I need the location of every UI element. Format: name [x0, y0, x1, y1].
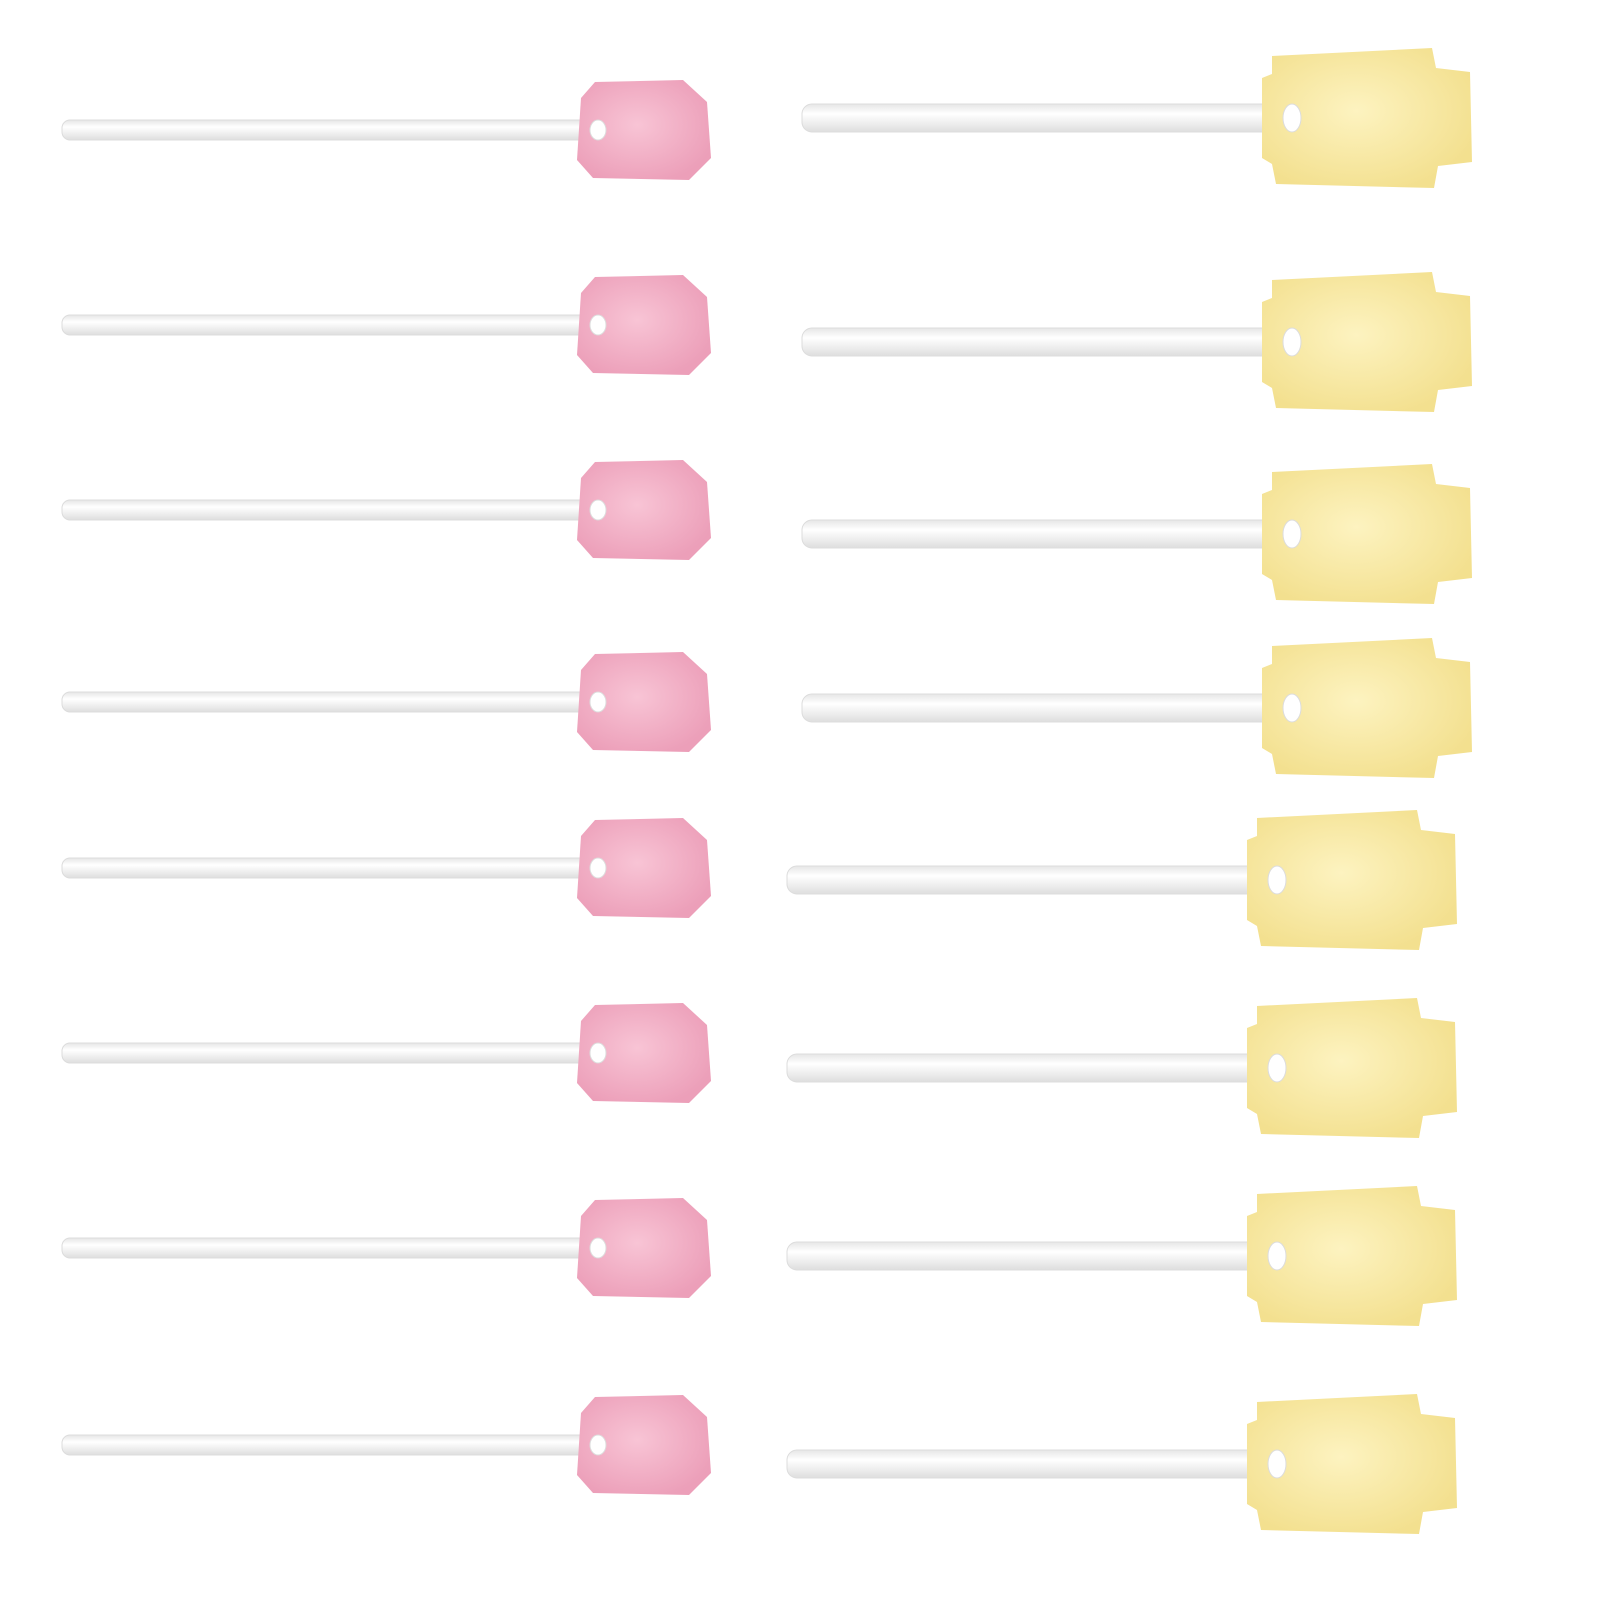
pink-sponge-head — [577, 460, 711, 560]
swab-stick — [801, 103, 1303, 133]
yellow-sponge-head — [1262, 638, 1472, 778]
pink-swab — [61, 1003, 711, 1103]
swab-stick — [61, 119, 608, 141]
yellow-sponge-head — [1262, 464, 1472, 604]
stick-end — [1267, 1241, 1287, 1271]
yellow-swab — [801, 464, 1472, 604]
pink-sponge-head — [577, 80, 711, 180]
swab-stick — [61, 1237, 608, 1259]
swab-stick — [61, 1042, 608, 1064]
yellow-swab — [801, 48, 1472, 188]
stick-end — [589, 691, 607, 713]
pink-sponge-head — [577, 1395, 711, 1495]
stick-end — [589, 1434, 607, 1456]
stick-end — [589, 857, 607, 879]
pink-swab — [61, 818, 711, 918]
stick-end — [589, 499, 607, 521]
stick-end — [1267, 865, 1287, 895]
stick-end — [1282, 693, 1302, 723]
yellow-swab — [786, 1186, 1457, 1326]
pink-sponge-head — [577, 818, 711, 918]
swab-stick — [786, 1053, 1288, 1083]
swab-stick — [786, 1241, 1288, 1271]
yellow-sponge-head — [1262, 272, 1472, 412]
swab-stick — [786, 1449, 1288, 1479]
pink-swab — [61, 80, 711, 180]
swab-stick — [786, 865, 1288, 895]
swab-stick — [61, 1434, 608, 1456]
stick-end — [589, 1237, 607, 1259]
stick-end — [589, 119, 607, 141]
pink-swab — [61, 275, 711, 375]
yellow-swab — [801, 272, 1472, 412]
stick-end — [1267, 1053, 1287, 1083]
stick-end — [589, 314, 607, 336]
pink-swab — [61, 1198, 711, 1298]
yellow-swab — [801, 638, 1472, 778]
pink-swab — [61, 652, 711, 752]
swab-stick — [801, 519, 1303, 549]
pink-sponge-head — [577, 1003, 711, 1103]
yellow-sponge-head — [1247, 1186, 1457, 1326]
stick-end — [1282, 103, 1302, 133]
pink-swab — [61, 460, 711, 560]
swab-stick — [61, 691, 608, 713]
yellow-sponge-head — [1247, 1394, 1457, 1534]
pink-swab — [61, 1395, 711, 1495]
swab-stick — [61, 499, 608, 521]
yellow-sponge-head — [1247, 810, 1457, 950]
pink-sponge-head — [577, 652, 711, 752]
swab-stick — [801, 693, 1303, 723]
yellow-swab — [786, 810, 1457, 950]
stick-end — [589, 1042, 607, 1064]
yellow-sponge-head — [1247, 998, 1457, 1138]
yellow-swab — [786, 1394, 1457, 1534]
pink-sponge-head — [577, 275, 711, 375]
yellow-swab — [786, 998, 1457, 1138]
swab-stick — [801, 327, 1303, 357]
stick-end — [1267, 1449, 1287, 1479]
stick-end — [1282, 519, 1302, 549]
stick-end — [1282, 327, 1302, 357]
yellow-sponge-head — [1262, 48, 1472, 188]
swab-stick — [61, 314, 608, 336]
swab-stick — [61, 857, 608, 879]
pink-sponge-head — [577, 1198, 711, 1298]
